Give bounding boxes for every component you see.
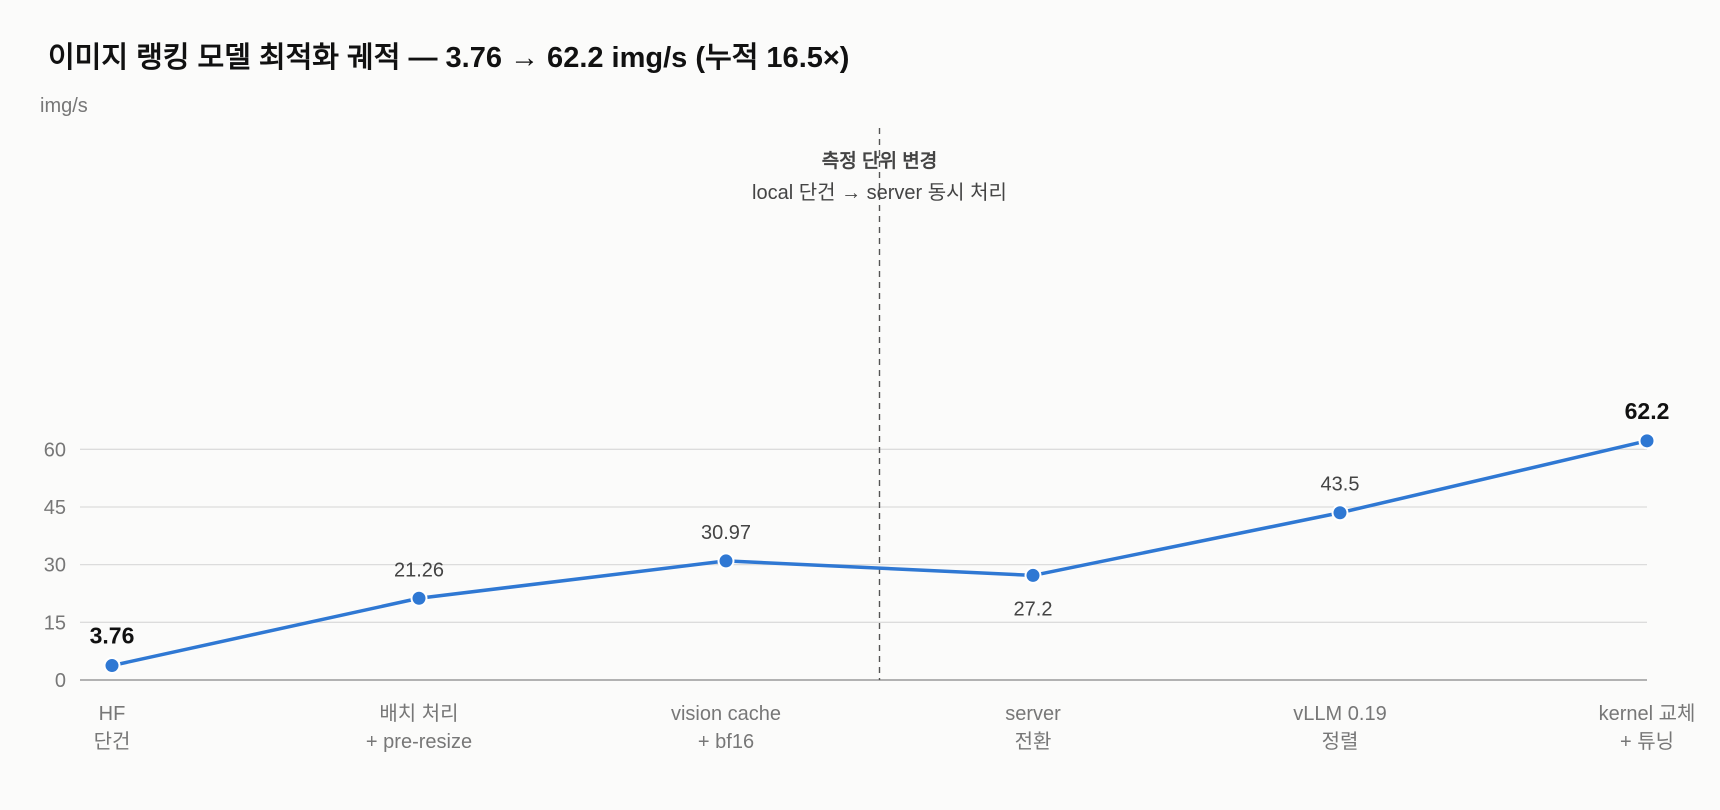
- data-label: 62.2: [1625, 398, 1670, 424]
- chart-title: 이미지 랭킹 모델 최적화 궤적 — 3.76 → 62.2 img/s (누적…: [48, 42, 850, 74]
- x-tick-label: + 튜닝: [1620, 730, 1674, 753]
- data-point: [410, 589, 428, 607]
- y-axis-unit-label: img/s: [40, 95, 88, 117]
- data-point: [717, 552, 735, 570]
- data-label: 30.97: [701, 522, 751, 544]
- x-tick-label: server: [1005, 703, 1061, 725]
- data-point: [1024, 566, 1042, 584]
- data-label: 27.2: [1014, 598, 1053, 620]
- data-point: [1638, 432, 1656, 450]
- y-tick-label: 0: [55, 670, 66, 692]
- x-tick-label: 배치 처리: [379, 702, 458, 725]
- y-tick-label: 60: [44, 439, 66, 461]
- x-tick-label: vLLM 0.19: [1293, 703, 1386, 725]
- x-tick-label: 전환: [1015, 730, 1052, 753]
- data-label: 43.5: [1321, 474, 1360, 496]
- annotation-title: 측정 단위 변경: [822, 150, 937, 172]
- data-label: 3.76: [90, 623, 135, 649]
- x-tick-label: + pre-resize: [366, 731, 472, 753]
- y-tick-label: 45: [44, 497, 66, 519]
- annotation-subtitle: local 단건 → server 동시 처리: [752, 181, 1007, 204]
- x-tick-label: + bf16: [698, 731, 754, 753]
- x-tick-label: 정렬: [1322, 730, 1359, 753]
- series-line: [110, 439, 1649, 668]
- y-tick-label: 30: [44, 555, 66, 577]
- y-tick-label: 15: [44, 612, 66, 634]
- data-point: [1331, 504, 1349, 522]
- data-point: [103, 657, 121, 675]
- x-tick-label: kernel 교체: [1599, 702, 1696, 725]
- data-label: 21.26: [394, 559, 444, 581]
- x-tick-label: vision cache: [671, 703, 781, 725]
- x-tick-label: HF: [99, 703, 126, 725]
- x-tick-label: 단건: [94, 730, 131, 753]
